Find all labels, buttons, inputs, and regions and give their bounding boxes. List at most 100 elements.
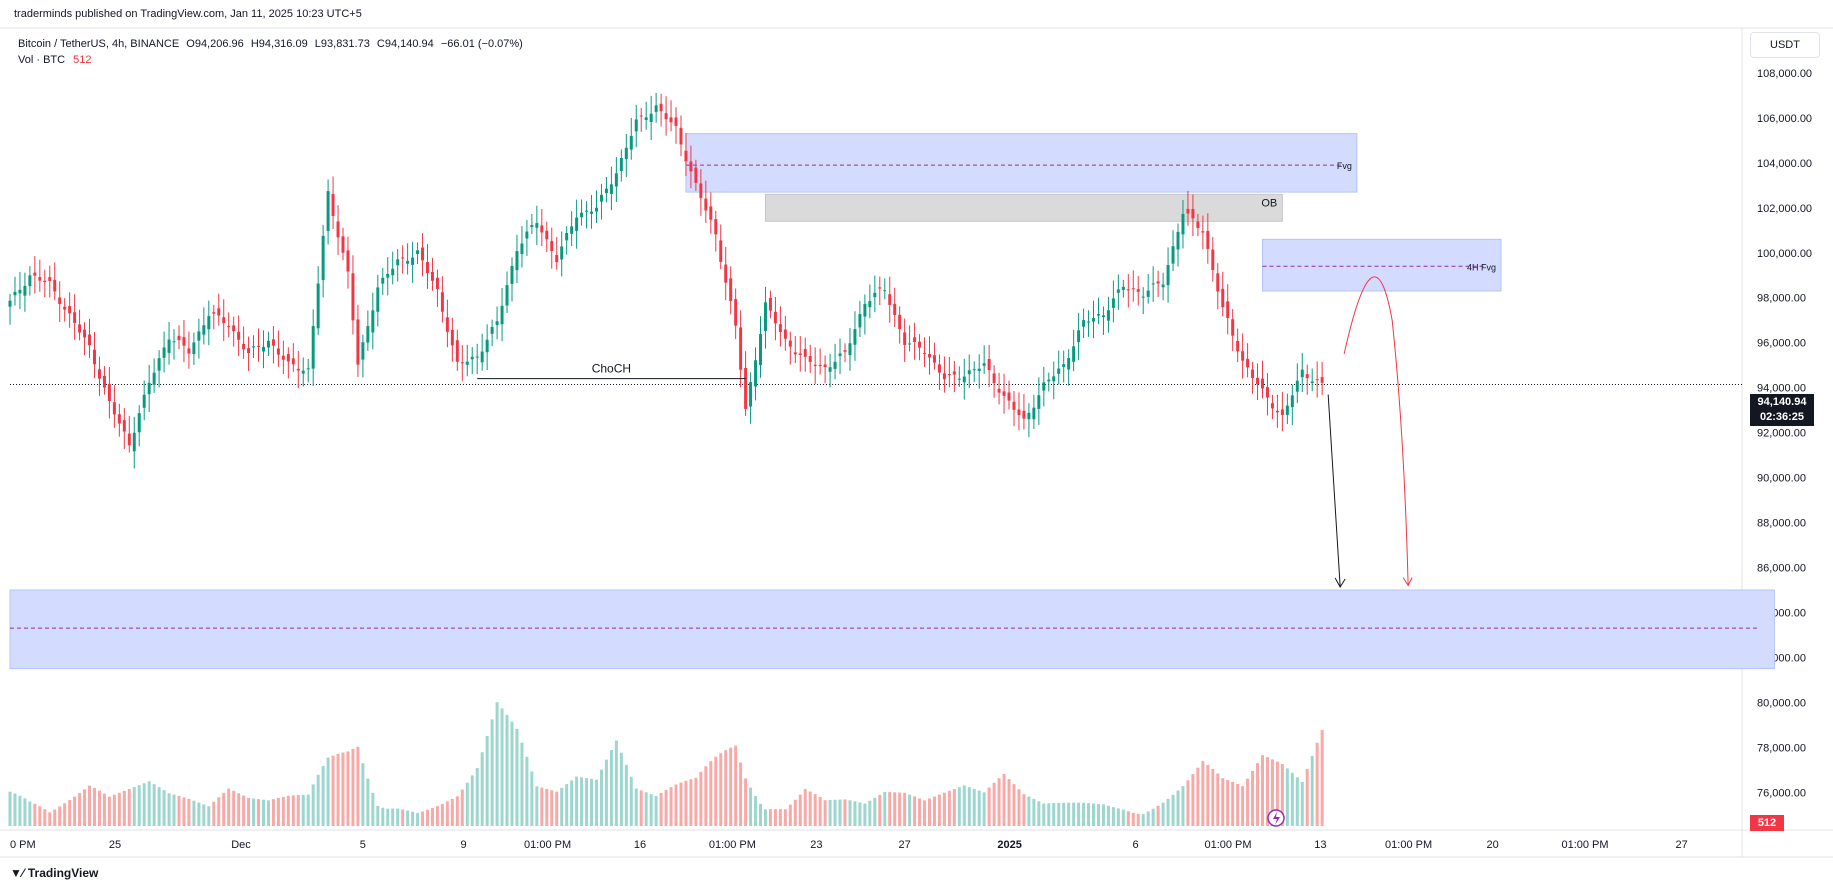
volume-bar	[749, 787, 753, 826]
x-tick-label: 2025	[997, 839, 1021, 851]
candle-body	[803, 349, 807, 357]
candle-body	[669, 117, 673, 123]
open-value: O94,206.96	[186, 38, 244, 50]
volume-bar	[8, 791, 12, 826]
candle-body	[634, 119, 638, 132]
volume-bar	[43, 809, 47, 826]
candle-body	[242, 343, 246, 350]
candle-body	[1236, 340, 1240, 352]
volume-bar	[918, 798, 922, 826]
y-tick-label: 104,000.00	[1757, 158, 1812, 170]
volume-bar	[1236, 783, 1240, 826]
x-tick-label: 9	[461, 839, 467, 851]
volume-bar	[341, 752, 345, 826]
candle-body	[699, 183, 703, 199]
volume-bar	[1176, 790, 1180, 826]
candle-body	[1315, 379, 1319, 381]
volume-bar	[296, 795, 300, 826]
candle-body	[162, 347, 166, 358]
volume-bar	[465, 782, 469, 826]
volume-bar	[336, 753, 340, 826]
volume-bar	[1136, 813, 1140, 826]
candle-body	[1111, 298, 1115, 308]
tv-icon: ▼⁄	[10, 866, 24, 880]
y-tick-label: 106,000.00	[1757, 113, 1812, 125]
candle-body	[1261, 378, 1264, 389]
candle-body	[639, 115, 643, 117]
volume-bar	[192, 800, 196, 826]
volume-bar	[202, 804, 206, 826]
volume-bar	[853, 801, 857, 826]
candle-body	[23, 285, 27, 296]
volume-badge: 512	[1750, 815, 1784, 831]
candle-body	[426, 262, 429, 274]
candle-body	[122, 420, 126, 432]
y-tick-label: 78,000.00	[1757, 742, 1806, 754]
volume-bar	[242, 795, 246, 826]
candle-body	[172, 341, 176, 343]
candle-body	[83, 329, 87, 338]
candle-body	[773, 311, 777, 324]
candle-body	[838, 353, 842, 357]
candle-body	[1211, 249, 1215, 271]
candle-body	[177, 335, 181, 341]
zone-label: Fvg	[1337, 161, 1352, 171]
candle-body	[599, 194, 603, 202]
candle-body	[1196, 221, 1200, 228]
volume-bar	[639, 790, 643, 826]
candle-body	[724, 264, 728, 283]
candle-body	[1166, 265, 1170, 286]
candle-body	[376, 287, 380, 312]
candle-body	[311, 326, 315, 369]
volume-bar	[818, 797, 822, 826]
candle-body	[252, 346, 256, 348]
x-tick-label: 01:00 PM	[1204, 839, 1251, 851]
candle-body	[749, 382, 753, 407]
volume-bar	[271, 799, 275, 826]
candle-body	[48, 277, 52, 281]
volume-bar	[704, 766, 708, 826]
candle-body	[470, 356, 474, 360]
volume-bar	[257, 799, 261, 826]
y-tick-label: 96,000.00	[1757, 338, 1806, 350]
candle-body	[1007, 392, 1011, 401]
volume-bar	[560, 787, 564, 826]
volume-bar	[1310, 755, 1314, 826]
volume-bar	[580, 777, 584, 826]
candle-body	[873, 292, 877, 298]
candle-body	[475, 356, 479, 358]
volume-bar	[1295, 777, 1299, 826]
volume-bar	[28, 801, 32, 826]
volume-bar	[306, 794, 310, 826]
volume-bar	[575, 776, 579, 826]
x-tick-label: 5	[360, 839, 366, 851]
volume-bar	[1251, 770, 1255, 826]
volume-bar	[982, 792, 986, 826]
candle-body	[704, 198, 708, 211]
volume-bar	[53, 809, 57, 826]
candle-body	[714, 219, 718, 235]
volume-bar	[207, 806, 211, 826]
candle-body	[1022, 410, 1026, 419]
volume-bar	[73, 796, 77, 826]
volume-bar	[1022, 794, 1026, 826]
candle-body	[53, 279, 57, 292]
candle-body	[535, 223, 539, 228]
candle-body	[261, 346, 265, 352]
candle-body	[197, 331, 201, 341]
candle-body	[1310, 381, 1314, 384]
candle-body	[619, 158, 623, 172]
candle-body	[540, 225, 544, 233]
currency-button[interactable]: USDT	[1750, 32, 1820, 58]
volume-bar	[694, 777, 698, 826]
candle-body	[560, 246, 564, 260]
x-tick-label: 0 PM	[10, 839, 36, 851]
candle-body	[396, 259, 400, 266]
tradingview-logo[interactable]: ▼⁄ TradingView	[10, 866, 98, 880]
volume-bar	[624, 764, 628, 826]
volume-bar	[947, 790, 951, 826]
volume-bar	[803, 789, 807, 826]
volume-bar	[102, 793, 106, 826]
candle-body	[923, 353, 927, 355]
